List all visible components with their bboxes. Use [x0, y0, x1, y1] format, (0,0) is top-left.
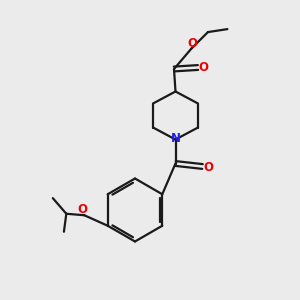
Text: O: O	[187, 37, 197, 50]
Text: O: O	[203, 160, 213, 174]
Text: O: O	[78, 203, 88, 216]
Text: N: N	[170, 131, 181, 145]
Text: O: O	[198, 61, 208, 74]
